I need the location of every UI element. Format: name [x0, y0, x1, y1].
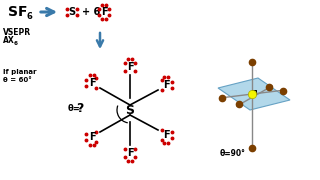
Text: S: S — [125, 103, 134, 116]
Text: F: F — [163, 80, 169, 90]
Text: F: F — [127, 148, 133, 158]
Text: 6: 6 — [14, 40, 18, 46]
Text: VSEPR: VSEPR — [3, 28, 31, 37]
Text: F: F — [127, 62, 133, 72]
Text: 6: 6 — [26, 12, 32, 21]
Polygon shape — [218, 78, 290, 110]
Text: ?: ? — [76, 102, 84, 114]
Text: F: F — [163, 130, 169, 140]
Text: S: S — [68, 7, 76, 17]
Text: F: F — [89, 132, 95, 142]
Text: F: F — [89, 78, 95, 88]
Text: θ=: θ= — [68, 103, 81, 112]
Text: SF: SF — [8, 5, 28, 19]
Text: If planar: If planar — [3, 69, 36, 75]
Text: AX: AX — [3, 35, 15, 44]
Text: + 6: + 6 — [82, 7, 100, 17]
Text: θ = 60°: θ = 60° — [3, 77, 32, 83]
Text: θ=90°: θ=90° — [220, 148, 246, 158]
Text: F: F — [101, 7, 107, 17]
